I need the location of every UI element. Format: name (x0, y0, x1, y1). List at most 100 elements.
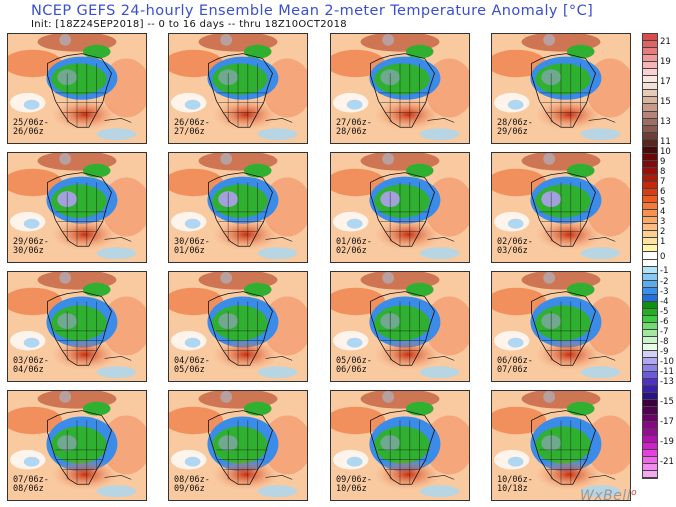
colorbar-segment (643, 196, 657, 204)
colorbar-segment (643, 83, 657, 91)
colorbar-segment (643, 104, 657, 112)
colorbar-tick-label: -4 (660, 297, 669, 307)
anomaly-map (331, 34, 469, 143)
colorbar-segment (643, 456, 657, 464)
colorbar-segment (643, 224, 657, 232)
map-panel: 30/06z- 01/06z (168, 152, 308, 263)
colorbar-segment (643, 217, 657, 225)
colorbar-segment (643, 407, 657, 415)
map-panel: 28/06z- 29/06z (491, 33, 631, 144)
chart-title: NCEP GEFS 24-hourly Ensemble Mean 2-mete… (31, 3, 594, 19)
colorbar-segment (643, 287, 657, 295)
colorbar-tick-label: 7 (660, 177, 666, 187)
anomaly-map (492, 34, 630, 143)
colorbar-tick-label: 8 (660, 167, 666, 177)
anomaly-map (492, 391, 630, 500)
colorbar-segment (643, 125, 657, 133)
colorbar-tick-label: -13 (660, 377, 674, 387)
colorbar-segment (643, 449, 657, 457)
anomaly-map (169, 272, 307, 381)
anomaly-map (331, 391, 469, 500)
colorbar-segment (643, 315, 657, 323)
anomaly-map (331, 272, 469, 381)
colorbar-tick-label: 9 (660, 157, 666, 167)
colorbar-segment (643, 280, 657, 288)
colorbar-segment (643, 379, 657, 387)
colorbar-tick-label: -15 (660, 397, 674, 407)
anomaly-map (169, 391, 307, 500)
map-panel: 02/06z- 03/06z (491, 152, 631, 263)
map-panel: 07/06z- 08/06z (7, 390, 147, 501)
colorbar-tick-label: 17 (660, 77, 671, 87)
colorbar-segment (643, 308, 657, 316)
watermark-mark: o (631, 488, 638, 498)
colorbar-tick-label: -7 (660, 327, 669, 337)
colorbar-segment (643, 55, 657, 63)
map-panel: 01/06z- 02/06z (330, 152, 470, 263)
anomaly-map (169, 34, 307, 143)
colorbar-tick-label: -6 (660, 317, 669, 327)
colorbar-tick-label: 1 (660, 237, 666, 247)
panel-time-label: 26/06z- 27/06z (174, 118, 210, 137)
colorbar-segment (643, 442, 657, 450)
colorbar (642, 33, 658, 479)
panel-time-label: 30/06z- 01/06z (174, 237, 210, 256)
colorbar-tick-label: 6 (660, 187, 666, 197)
colorbar-segment (643, 421, 657, 429)
panel-time-label: 25/06z- 26/06z (13, 118, 49, 137)
colorbar-tick-label: 0 (660, 252, 666, 262)
colorbar-segment (643, 400, 657, 408)
map-panel: 03/06z- 04/06z (7, 271, 147, 382)
colorbar-segment (643, 266, 657, 274)
colorbar-segment (643, 189, 657, 197)
colorbar-segment (643, 301, 657, 309)
colorbar-segment (643, 160, 657, 168)
colorbar-segment (643, 344, 657, 352)
anomaly-map (8, 391, 146, 500)
colorbar-segment (643, 252, 657, 260)
colorbar-segment (643, 203, 657, 211)
anomaly-map (8, 272, 146, 381)
map-panel: 06/06z- 07/06z (491, 271, 631, 382)
colorbar-tick-label: -9 (660, 347, 669, 357)
map-panel: 29/06z- 30/06z (7, 152, 147, 263)
panel-time-label: 10/06z- 10/18z (497, 475, 533, 494)
panel-time-label: 07/06z- 08/06z (13, 475, 49, 494)
colorbar-tick-label: -17 (660, 417, 674, 427)
colorbar-segment (643, 174, 657, 182)
anomaly-map (169, 153, 307, 262)
colorbar-tick-label: 10 (660, 147, 671, 157)
panel-time-label: 05/06z- 06/06z (336, 356, 372, 375)
panel-time-label: 27/06z- 28/06z (336, 118, 372, 137)
colorbar-segment (643, 97, 657, 105)
colorbar-tick-label: -10 (660, 357, 674, 367)
map-panel: 27/06z- 28/06z (330, 33, 470, 144)
colorbar-segment (643, 294, 657, 302)
colorbar-segment (643, 365, 657, 373)
colorbar-segment (643, 118, 657, 126)
colorbar-tick-label: -2 (660, 277, 669, 287)
watermark-text: WxBell (580, 488, 632, 504)
colorbar-segment (643, 337, 657, 345)
colorbar-tick-label: 11 (660, 137, 671, 147)
colorbar-segment (643, 48, 657, 56)
map-panel: 10/06z- 10/18z (491, 390, 631, 501)
colorbar-segment (643, 470, 657, 478)
colorbar-segment (643, 76, 657, 84)
colorbar-segment (643, 210, 657, 218)
panel-time-label: 04/06z- 05/06z (174, 356, 210, 375)
anomaly-map (8, 153, 146, 262)
colorbar-segment (643, 34, 657, 42)
colorbar-segment (643, 372, 657, 380)
map-panel: 04/06z- 05/06z (168, 271, 308, 382)
anomaly-map (492, 153, 630, 262)
colorbar-tick-label: 2 (660, 227, 666, 237)
panel-time-label: 02/06z- 03/06z (497, 237, 533, 256)
colorbar-segment (643, 146, 657, 154)
colorbar-tick-label: -11 (660, 367, 674, 377)
panel-time-label: 01/06z- 02/06z (336, 237, 372, 256)
colorbar-tick-label: 15 (660, 97, 671, 107)
panel-time-label: 28/06z- 29/06z (497, 118, 533, 137)
anomaly-map (8, 34, 146, 143)
map-panel: 25/06z- 26/06z (7, 33, 147, 144)
